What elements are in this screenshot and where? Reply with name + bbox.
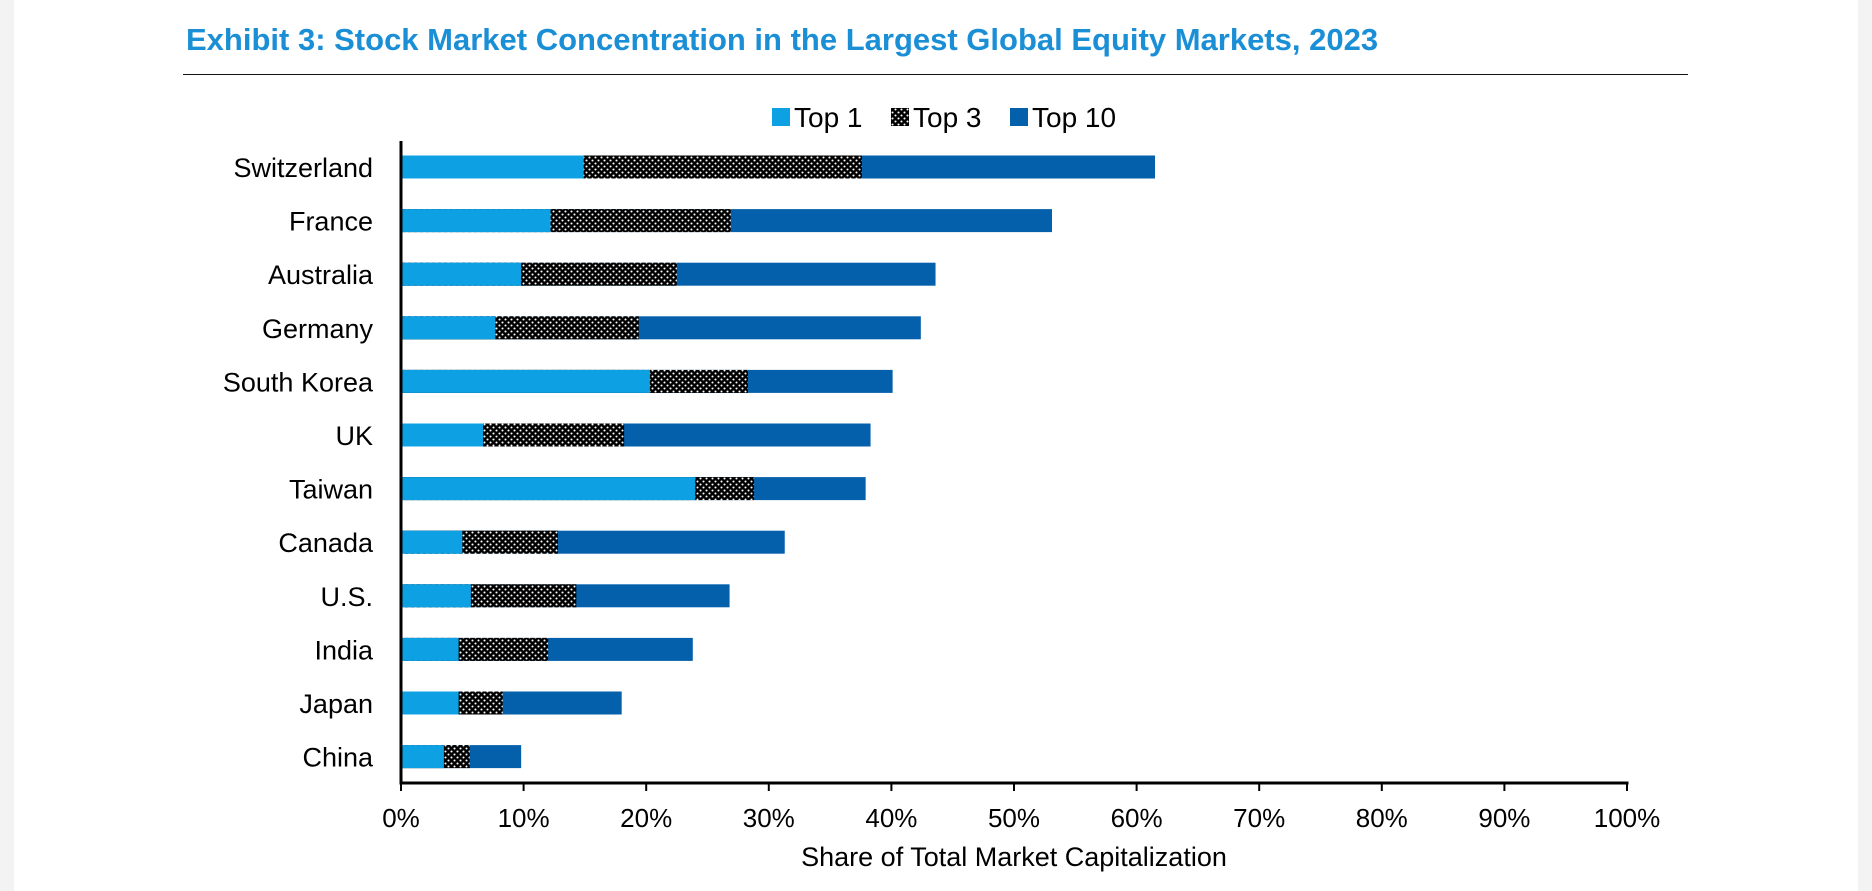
x-tick-label: 20% [620, 803, 672, 833]
bar-top-1-australia [401, 262, 522, 286]
x-tick-label: 90% [1478, 803, 1530, 833]
bar-top-1-taiwan [401, 477, 696, 501]
x-tick-label: 50% [988, 803, 1040, 833]
category-label-germany: Germany [262, 314, 374, 344]
bar-top-1-germany [401, 316, 496, 340]
category-label-australia: Australia [268, 260, 374, 290]
x-axis-label: Share of Total Market Capitalization [801, 842, 1227, 872]
category-label-france: France [289, 207, 373, 237]
bar-top-1-india [401, 637, 459, 661]
chart-title: Exhibit 3: Stock Market Concentration in… [186, 22, 1379, 57]
bar-top-1-canada [401, 530, 463, 554]
bar-top-1-france [401, 209, 551, 233]
bar-top-1-switzerland [401, 155, 584, 179]
category-label-canada: Canada [278, 528, 374, 558]
x-tick-label: 80% [1356, 803, 1408, 833]
x-tick-label: 100% [1594, 803, 1661, 833]
category-label-japan: Japan [299, 689, 373, 719]
x-tick-label: 10% [498, 803, 550, 833]
category-label-uk: UK [335, 421, 373, 451]
x-tick-label: 0% [382, 803, 420, 833]
axes [399, 141, 1629, 791]
legend-swatch-top-3 [891, 108, 909, 126]
bar-top-1-u-s [401, 584, 471, 608]
category-label-china: China [302, 743, 374, 773]
x-tick-label: 40% [865, 803, 917, 833]
category-label-taiwan: Taiwan [289, 475, 373, 505]
legend-label-top-3: Top 3 [913, 102, 982, 133]
bar-top-1-uk [401, 423, 484, 447]
category-label-south-korea: South Korea [223, 367, 374, 397]
category-label-switzerland: Switzerland [233, 153, 373, 183]
category-label-u-s: U.S. [320, 582, 373, 612]
bars [401, 155, 1155, 769]
labels: Switzerland France Australia Germany South K… [223, 153, 1660, 872]
category-label-india: India [314, 635, 374, 665]
title-rule [183, 74, 1688, 75]
document-sheet [14, 0, 1858, 891]
x-tick-label: 70% [1233, 803, 1285, 833]
bar-top-1-china [401, 745, 444, 769]
legend-label-top-1: Top 1 [794, 102, 863, 133]
legend: Top 1 Top 3 Top 10 [772, 102, 1116, 133]
x-tick-label: 30% [743, 803, 795, 833]
legend-label-top-10: Top 10 [1032, 102, 1116, 133]
legend-swatch-top-10 [1010, 108, 1028, 126]
x-tick-label: 60% [1111, 803, 1163, 833]
bar-top-1-south-korea [401, 369, 650, 393]
bar-top-1-japan [401, 691, 459, 715]
legend-swatch-top-1 [772, 108, 790, 126]
